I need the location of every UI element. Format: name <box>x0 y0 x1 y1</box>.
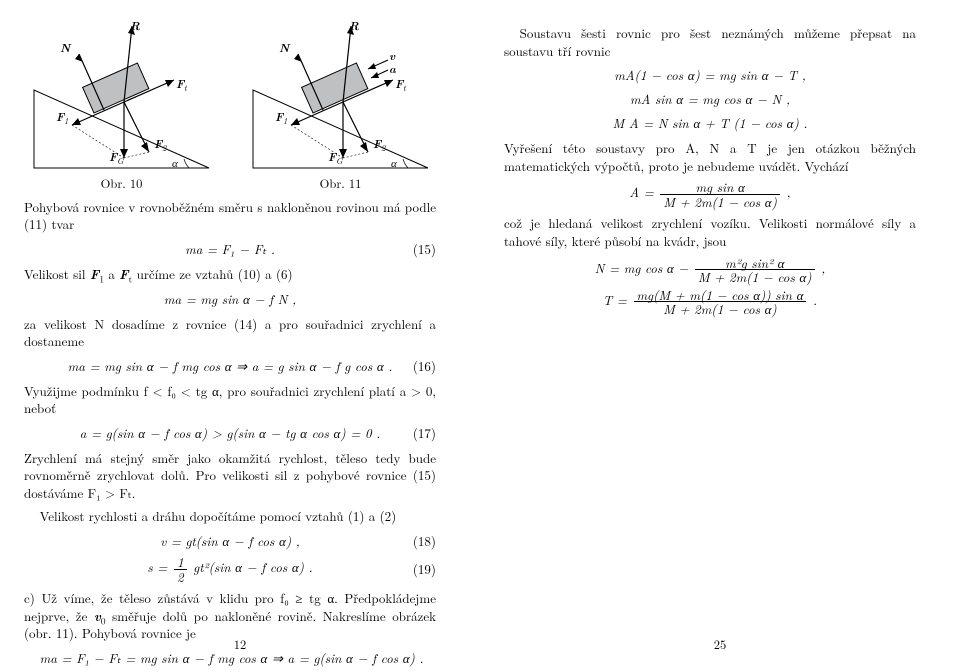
eq-E-body: N = mg cos α − m²g sin² αM + 2m(1 − cos … <box>595 256 825 284</box>
left-p2-d: F <box>119 264 128 283</box>
figure-10: N R F1 Ft F2 FG α Obr. 10 <box>24 18 219 192</box>
left-p7-b: v <box>94 606 101 625</box>
eq-A: mA(1 − cos α) = mg sin α − T , <box>504 65 916 85</box>
eq-19: s = 12 gt²(sin α − f cos α) . (19) <box>24 555 436 583</box>
eq-A-body: mA(1 − cos α) = mg sin α − T , <box>614 66 805 84</box>
eq-F: T = mg(M + m(1 − cos α)) sin αM + 2m(1 −… <box>504 288 916 316</box>
eq-E-frac: m²g sin² αM + 2m(1 − cos α) <box>695 256 815 284</box>
eq-final: ma = F₁ − Fₜ = mg sin α − f mg cos α ⇒ a… <box>24 648 436 668</box>
left-p2-a: Velikost sil <box>24 264 90 283</box>
eq-19-post: gt²(sin α − f cos α) . <box>189 557 313 576</box>
eq-E-pre: N = mg cos α − <box>595 258 693 277</box>
eq-D: A = mg sin αM + 2m(1 − cos α) , <box>504 180 916 208</box>
figure-10-caption: Obr. 10 <box>24 175 219 192</box>
left-p5: Zrychlení má stejný směr jako okamžitá r… <box>24 449 436 502</box>
eq-noNum1: ma = mg sin α − f N , <box>24 289 436 309</box>
eq-E-den: M + 2m(1 − cos α) <box>695 269 815 284</box>
left-p2-e: určíme ze vztahů (10) a (6) <box>132 264 292 283</box>
eq-C-body: M A = N sin α + T (1 − cos α) . <box>613 114 808 132</box>
svg-text:1: 1 <box>283 115 287 127</box>
left-p7: c) Už víme, že těleso zůstává v klidu pr… <box>24 589 436 642</box>
eq-17: a = g(sin α − f cos α) > g(sin α − tg α … <box>24 423 436 443</box>
left-p4: Využijme podmínku f < f₀ < tg α, pro sou… <box>24 382 436 417</box>
right-p2: Vyřešení této soustavy pro A, N a T je j… <box>504 139 916 174</box>
svg-text:α: α <box>172 156 178 171</box>
eq-D-den: M + 2m(1 − cos α) <box>660 194 780 209</box>
eq-19-pre: s = <box>147 557 172 576</box>
right-column: Soustavu šesti rovnic pro šest neznámých… <box>480 0 940 320</box>
left-p2: Velikost sil F1 a Ft určíme ze vztahů (1… <box>24 265 436 283</box>
eq-18: v = gt(sin α − f cos α) , (18) <box>24 531 436 551</box>
eq-15-body: ma = F₁ − Fₜ . <box>185 240 275 258</box>
eq-D-body: A = mg sin αM + 2m(1 − cos α) , <box>629 180 790 208</box>
eq-19-frac-den: 2 <box>174 569 187 584</box>
svg-text:R: R <box>349 18 359 34</box>
svg-text:t: t <box>403 82 407 94</box>
svg-text:N: N <box>60 39 72 56</box>
eq-15: ma = F₁ − Fₜ . (15) <box>24 239 436 259</box>
eq-17-num: (17) <box>413 424 436 442</box>
svg-text:G: G <box>117 155 124 167</box>
eq-18-body: v = gt(sin α − f cos α) , <box>160 532 300 550</box>
svg-text:1: 1 <box>64 115 68 127</box>
eq-16: ma = mg sin α − f mg cos α ⇒ a = g sin α… <box>24 356 436 376</box>
eq-F-post: . <box>808 290 817 309</box>
eq-B: mA sin α = mg cos α − N , <box>504 89 916 109</box>
eq-E: N = mg cos α − m²g sin² αM + 2m(1 − cos … <box>504 256 916 284</box>
eq-19-body: s = 12 gt²(sin α − f cos α) . <box>147 555 312 583</box>
figure-10-svg: N R F1 Ft F2 FG α <box>24 18 219 173</box>
eq-19-num: (19) <box>413 560 436 578</box>
eq-E-post: , <box>817 258 826 277</box>
left-p3: za velikost N dosadíme z rovnice (14) a … <box>24 315 436 350</box>
eq-B-body: mA sin α = mg cos α − N , <box>630 90 790 108</box>
eq-noNum1-body: ma = mg sin α − f N , <box>164 290 296 308</box>
svg-text:G: G <box>336 155 343 167</box>
eq-D-pre: A = <box>629 182 658 201</box>
svg-text:2: 2 <box>381 142 386 154</box>
figure-11-svg: N R F1 Ft F2 FG α v a <box>243 18 438 173</box>
eq-F-pre: T = <box>603 290 632 309</box>
left-p2-c: a <box>104 264 119 283</box>
svg-text:R: R <box>130 18 140 34</box>
eq-final-body: ma = F₁ − Fₜ = mg sin α − f mg cos α ⇒ a… <box>40 649 424 667</box>
figure-11: N R F1 Ft F2 FG α v a Obr. 11 <box>243 18 438 192</box>
eq-D-post: , <box>782 182 791 201</box>
right-p1: Soustavu šesti rovnic pro šest neznámých… <box>504 24 916 59</box>
pagenum-right-val: 25 <box>714 636 727 653</box>
svg-text:α: α <box>391 156 397 171</box>
eq-F-frac: mg(M + m(1 − cos α)) sin αM + 2m(1 − cos… <box>634 288 807 316</box>
eq-19-frac: 12 <box>174 555 187 583</box>
figure-11-caption: Obr. 11 <box>243 175 438 192</box>
figures-row: N R F1 Ft F2 FG α Obr. 10 <box>24 18 436 192</box>
svg-text:N: N <box>279 39 291 56</box>
left-p1: Pohybová rovnice v rovnoběžném směru s n… <box>24 198 436 233</box>
eq-F-body: T = mg(M + m(1 − cos α)) sin αM + 2m(1 −… <box>603 288 817 316</box>
left-p2-b: F <box>90 264 99 283</box>
eq-D-frac: mg sin αM + 2m(1 − cos α) <box>660 180 780 208</box>
svg-text:t: t <box>184 82 188 94</box>
eq-16-num: (16) <box>413 357 436 375</box>
left-p6: Velikost rychlosti a dráhu dopočítáme po… <box>24 507 436 525</box>
eq-C: M A = N sin α + T (1 − cos α) . <box>504 113 916 133</box>
pagenum-left-val: 12 <box>234 636 247 653</box>
eq-17-body: a = g(sin α − f cos α) > g(sin α − tg α … <box>80 424 380 442</box>
eq-15-num: (15) <box>413 240 436 258</box>
page: N R F1 Ft F2 FG α Obr. 10 <box>0 0 960 661</box>
eq-18-num: (18) <box>413 532 436 550</box>
left-column: N R F1 Ft F2 FG α Obr. 10 <box>0 0 460 672</box>
eq-16-body: ma = mg sin α − f mg cos α ⇒ a = g sin α… <box>68 357 393 375</box>
right-p3: což je hledaná velikost zrychlení vozíku… <box>504 214 916 249</box>
svg-text:2: 2 <box>162 142 167 154</box>
